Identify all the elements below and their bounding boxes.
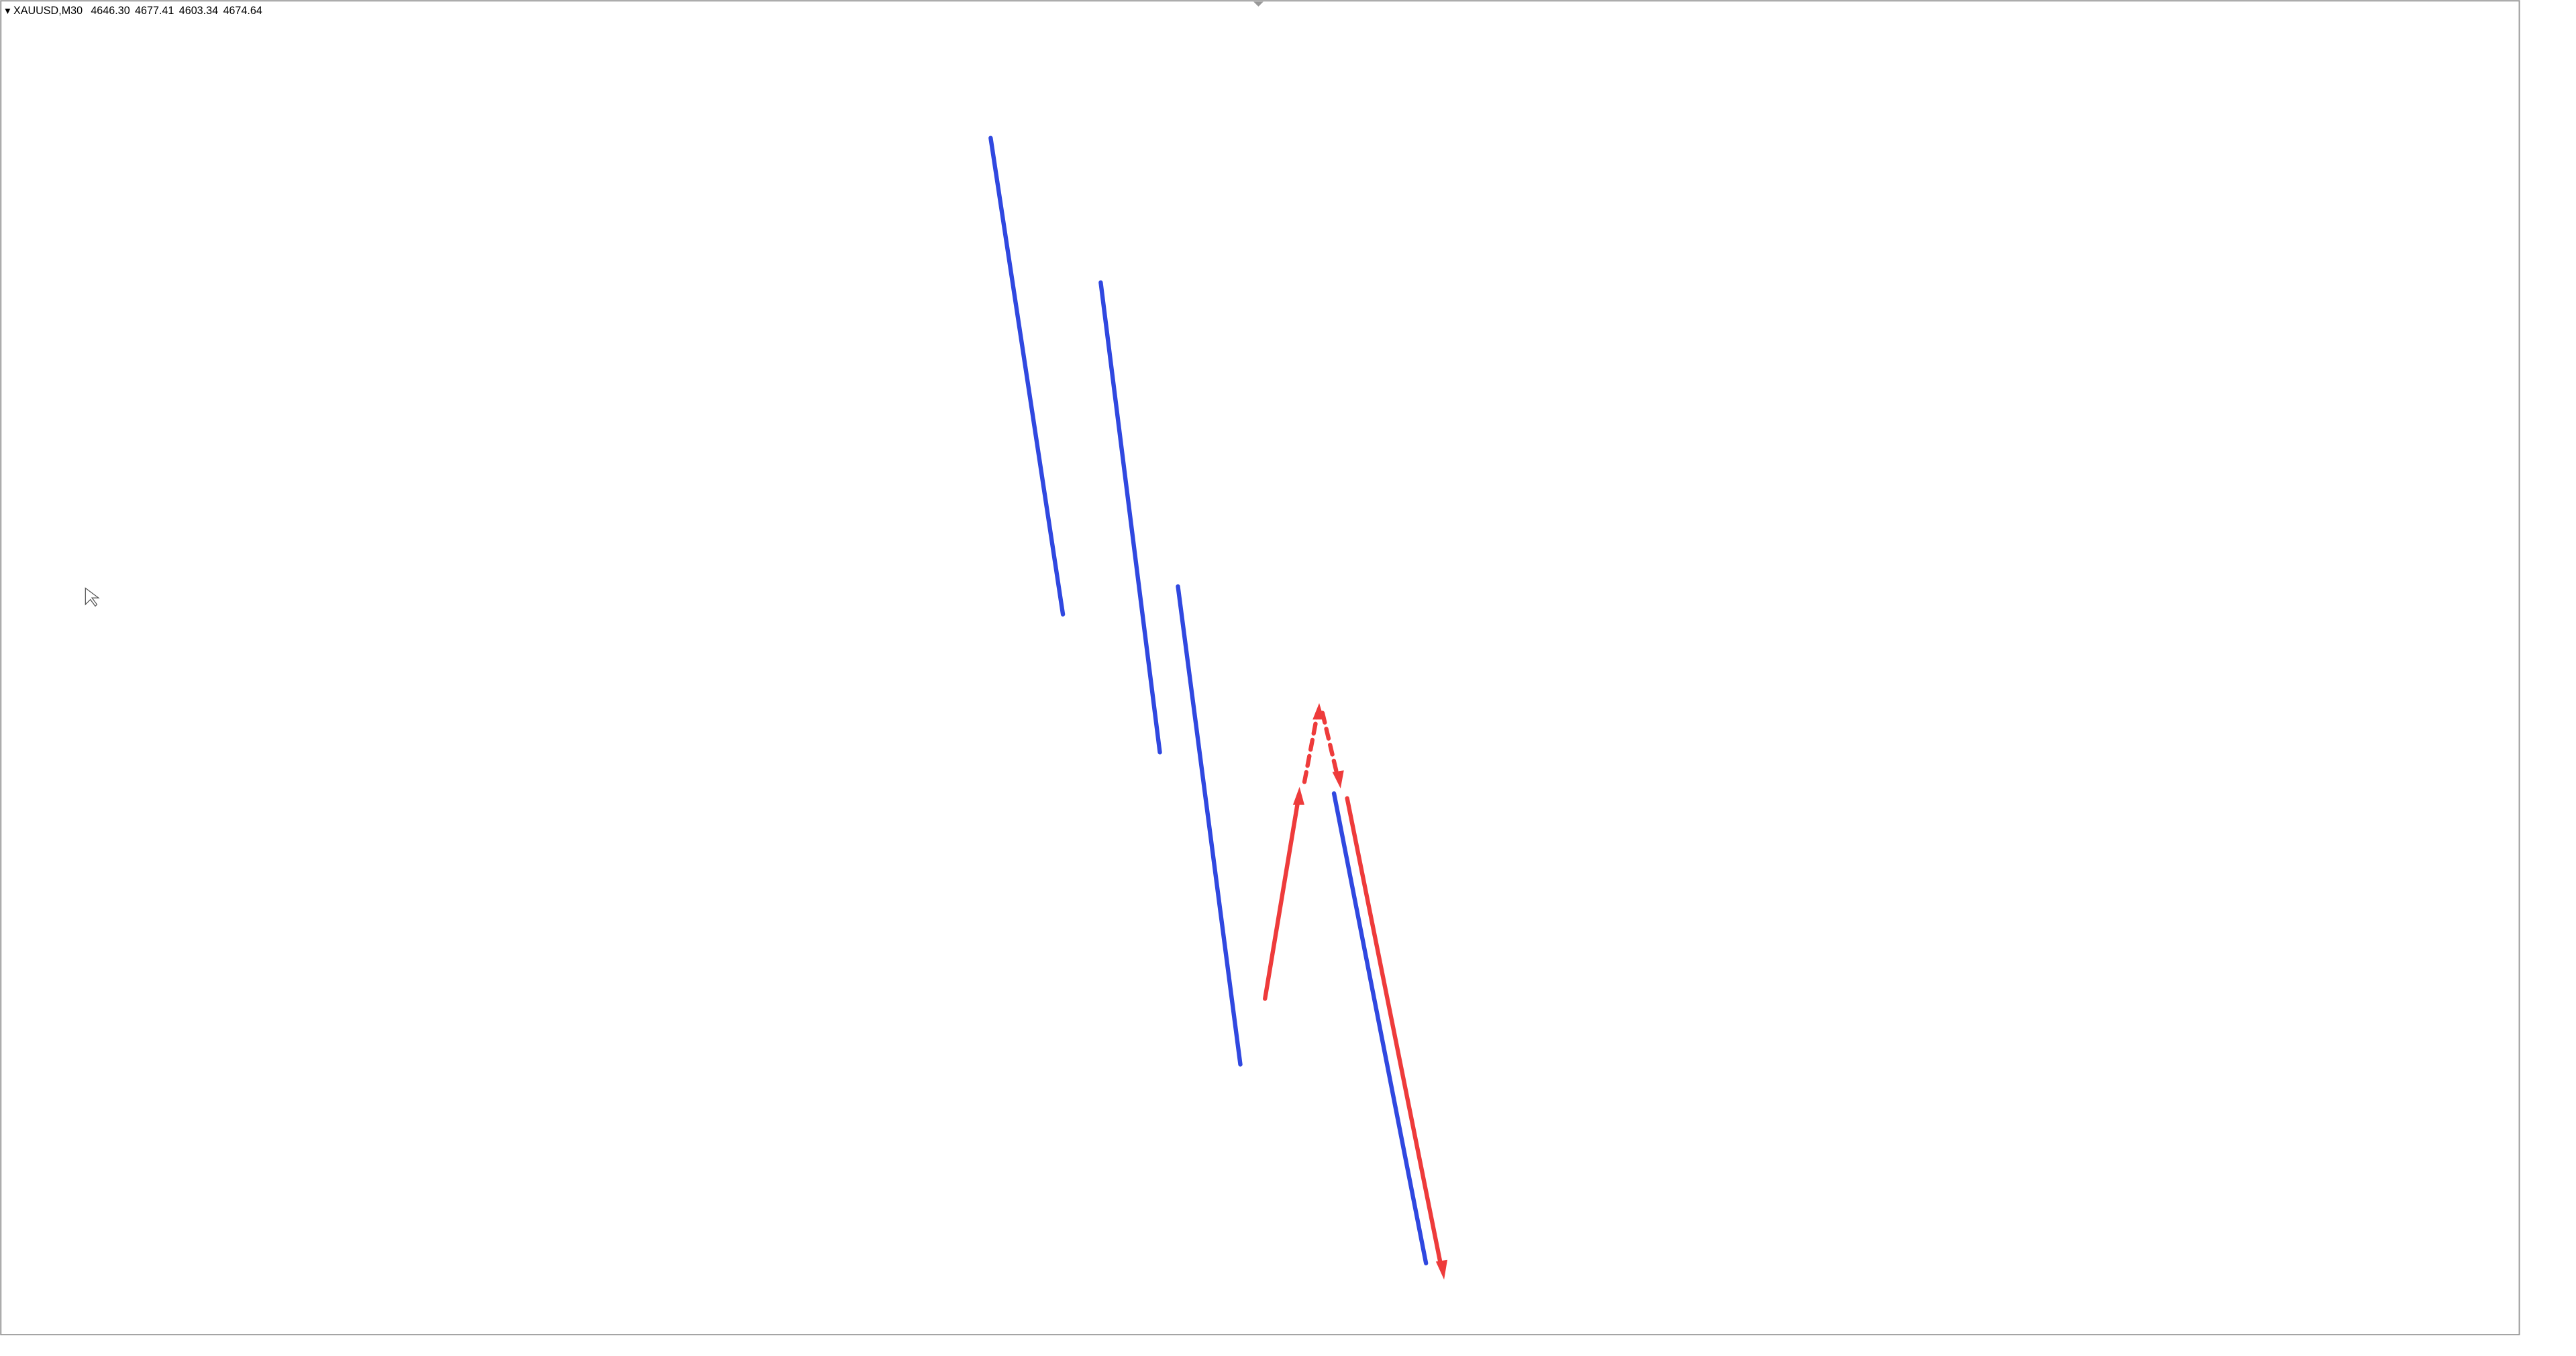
scroll-marker (1253, 1, 1264, 7)
header-high: 4677.41 (135, 5, 174, 17)
arrow-head (1435, 1259, 1447, 1280)
trend-line (1098, 280, 1162, 755)
header-close: 4674.64 (223, 5, 262, 17)
trend-line (1331, 791, 1429, 1265)
arrow-line-dashed (1302, 711, 1320, 784)
symbol: XAUUSD,M30 (13, 5, 83, 17)
mouse-cursor (85, 587, 100, 607)
header-low: 4603.34 (179, 5, 218, 17)
header-open: 4646.30 (91, 5, 130, 17)
arrow-head (1292, 786, 1304, 805)
arrow-line (1345, 796, 1443, 1267)
arrow-line (1263, 799, 1300, 1001)
arrow-line-dashed (1320, 711, 1340, 778)
plot-frame (0, 0, 2520, 1336)
header-icon: ▾ (5, 5, 13, 17)
trend-line (988, 136, 1066, 617)
drawings (988, 136, 1447, 1280)
chart-header: ▾ XAUUSD,M30 4646.30 4677.41 4603.34 4674.64 (5, 5, 262, 17)
arrow-head (1332, 770, 1344, 789)
trend-line (1176, 584, 1243, 1067)
